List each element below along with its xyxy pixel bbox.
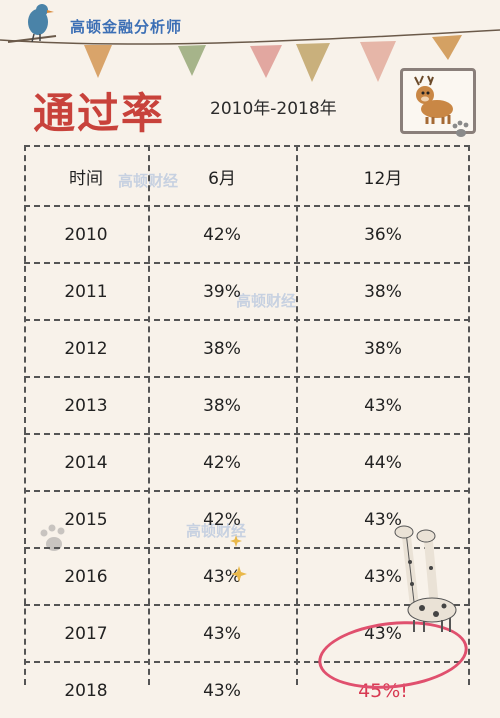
- year-cell: 2017: [64, 623, 108, 644]
- june-rate-cell: 43%: [203, 680, 241, 701]
- december-rate-cell: 43%: [364, 623, 402, 644]
- december-rate-cell: 44%: [364, 452, 402, 473]
- table-row: 2018 43% 45%!: [24, 663, 470, 718]
- table-row: 2016 43% 43%: [24, 549, 470, 606]
- table-row: 2017 43% 43%: [24, 606, 470, 663]
- table-row: 2012 38% 38%: [24, 321, 470, 378]
- deer-icon: [414, 75, 453, 124]
- year-cell: 2011: [64, 281, 108, 302]
- column-divider: [148, 145, 150, 685]
- watermark: 高顿财经: [186, 522, 247, 540]
- june-rate-cell: 39%: [203, 281, 241, 302]
- giraffe-icon: [394, 525, 457, 632]
- year-cell: 2010: [64, 224, 108, 245]
- table-row: 2014 42% 44%: [24, 435, 470, 492]
- table-row: 2010 42% 36%: [24, 207, 470, 264]
- bunting-flags: [0, 29, 500, 82]
- june-rate-cell: 43%: [203, 623, 241, 644]
- year-range: 2010年-2018年: [210, 99, 337, 119]
- bird-icon: [8, 4, 57, 43]
- year-cell: 2013: [64, 395, 108, 416]
- table-header-row: 时间 6月 12月: [24, 145, 470, 207]
- table-row: 2011 39% 38%: [24, 264, 470, 321]
- header-december: 12月: [363, 168, 403, 189]
- star-icon: [230, 535, 242, 547]
- june-rate-cell: 42%: [203, 509, 241, 530]
- december-rate-cell: 38%: [364, 338, 402, 359]
- table-row: 2013 38% 43%: [24, 378, 470, 435]
- june-rate-cell: 38%: [203, 338, 241, 359]
- year-cell: 2015: [64, 509, 108, 530]
- june-rate-cell: 43%: [203, 566, 241, 587]
- june-rate-cell: 38%: [203, 395, 241, 416]
- pass-rate-table: 时间 6月 12月 2010 42% 36% 2011 39% 38% 2012…: [24, 145, 470, 718]
- year-cell: 2018: [64, 680, 108, 701]
- year-cell: 2012: [64, 338, 108, 359]
- december-rate-cell: 36%: [364, 224, 402, 245]
- june-rate-cell: 42%: [203, 452, 241, 473]
- year-cell: 2014: [64, 452, 108, 473]
- star-icon: [231, 566, 247, 582]
- column-divider: [296, 145, 298, 685]
- december-rate-cell-highlighted: 45%!: [358, 679, 408, 702]
- june-rate-cell: 42%: [203, 224, 241, 245]
- header-time: 时间: [69, 168, 103, 189]
- watermark: 高顿财经: [236, 292, 297, 310]
- page-title: 通过率: [33, 89, 166, 138]
- december-rate-cell: 38%: [364, 281, 402, 302]
- december-rate-cell: 43%: [364, 566, 402, 587]
- december-rate-cell: 43%: [364, 509, 402, 530]
- paw-icon: [452, 120, 469, 137]
- year-cell: 2016: [64, 566, 108, 587]
- december-rate-cell: 43%: [364, 395, 402, 416]
- brand-name: 高顿金融分析师: [70, 18, 183, 36]
- deer-picture-frame: [400, 68, 476, 134]
- table-row: 2015 42% 43%: [24, 492, 470, 549]
- header-june: 6月: [208, 168, 236, 189]
